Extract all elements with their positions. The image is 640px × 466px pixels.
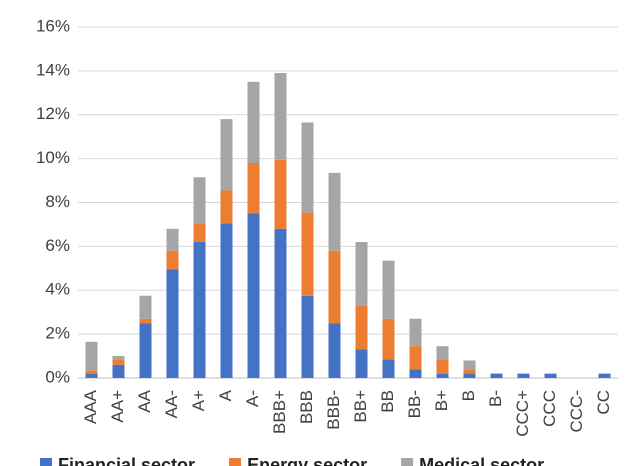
bar-segment [301, 295, 314, 378]
legend-label: Medical sector [419, 455, 544, 466]
bar-segment [382, 318, 395, 360]
bar-segment [139, 295, 152, 319]
bar-segment [220, 223, 233, 378]
bar-segment [85, 341, 98, 371]
x-tick-label: CCC [540, 390, 559, 427]
bar-segment [193, 177, 206, 224]
x-tick-label: A [216, 389, 235, 401]
bar-segment [517, 373, 530, 378]
y-tick-label: 14% [36, 60, 70, 79]
bar-segment [166, 269, 179, 378]
bar-segment [193, 223, 206, 242]
x-tick-label: AA+ [108, 390, 127, 423]
bar-segment [436, 359, 449, 374]
bar-segment [112, 359, 125, 365]
bar-segment [463, 360, 476, 370]
bar-segment [409, 318, 422, 347]
bar-segment [220, 119, 233, 191]
x-tick-label: BB [378, 390, 397, 413]
y-tick-label: 12% [36, 104, 70, 123]
bar-segment [112, 356, 125, 360]
bar-segment [409, 346, 422, 370]
y-tick-label: 2% [45, 324, 70, 343]
x-tick-label: CCC- [567, 390, 586, 433]
x-tick-label: B- [486, 390, 505, 407]
bar-segment [490, 373, 503, 378]
y-tick-label: 16% [36, 16, 70, 35]
bar-segment [166, 250, 179, 270]
x-tick-label: BBB [297, 390, 316, 424]
y-tick-label: 10% [36, 148, 70, 167]
bar-segment [274, 228, 287, 378]
x-tick-label: B [459, 390, 478, 401]
x-tick-label: CCC+ [513, 390, 532, 437]
bar-segment [85, 370, 98, 374]
bar-segment [220, 190, 233, 224]
bar-segment [355, 349, 368, 378]
x-tick-label: BBB+ [270, 390, 289, 434]
legend-swatch [229, 458, 242, 466]
bar-segment [247, 213, 260, 378]
bar-segment [382, 359, 395, 378]
y-tick-label: 8% [45, 192, 70, 211]
legend-swatch [40, 458, 52, 466]
bar-segment [274, 159, 287, 229]
bar-segment [355, 305, 368, 350]
x-tick-label: A- [243, 390, 262, 407]
bar-segment [436, 346, 449, 360]
x-tick-label: AA [135, 389, 154, 412]
bar-segment [193, 241, 206, 378]
bar-segment [139, 318, 152, 324]
bar-segment [598, 373, 611, 378]
bar-segment [301, 212, 314, 296]
x-tick-label: BB- [405, 390, 424, 418]
legend-swatch [401, 458, 414, 466]
x-tick-label: BB+ [351, 390, 370, 423]
x-tick-label: CC [594, 390, 613, 415]
x-tick-label: B+ [432, 390, 451, 411]
x-tick-label: AA- [162, 390, 181, 418]
legend-label: Energy sector [247, 455, 367, 466]
legend: Financial sector Energy sector Medical sec… [40, 455, 544, 466]
bar-segment [166, 228, 179, 251]
bar-segment [328, 323, 341, 378]
bar-segment [139, 323, 152, 378]
legend-label: Financial sector [58, 455, 195, 466]
bar-segment [85, 373, 98, 378]
bar-segment [247, 81, 260, 164]
bar-segment [328, 250, 341, 324]
y-tick-label: 0% [45, 367, 70, 386]
bar-segment [463, 373, 476, 378]
bar-segment [436, 373, 449, 378]
bar-segment [544, 373, 557, 378]
bar-segment [409, 369, 422, 378]
bar-segment [112, 364, 125, 378]
bar-segment [274, 73, 287, 160]
y-tick-label: 4% [45, 280, 70, 299]
x-tick-label: BBB- [324, 390, 343, 430]
x-tick-label: AAA [81, 389, 100, 424]
y-tick-label: 6% [45, 236, 70, 255]
bar-segment [355, 241, 368, 306]
bar-segment [463, 369, 476, 374]
bar-segment [247, 163, 260, 214]
bar-segment [382, 260, 395, 319]
x-tick-label: A+ [189, 390, 208, 411]
bar-segment [301, 122, 314, 213]
bar-segment [328, 172, 341, 251]
